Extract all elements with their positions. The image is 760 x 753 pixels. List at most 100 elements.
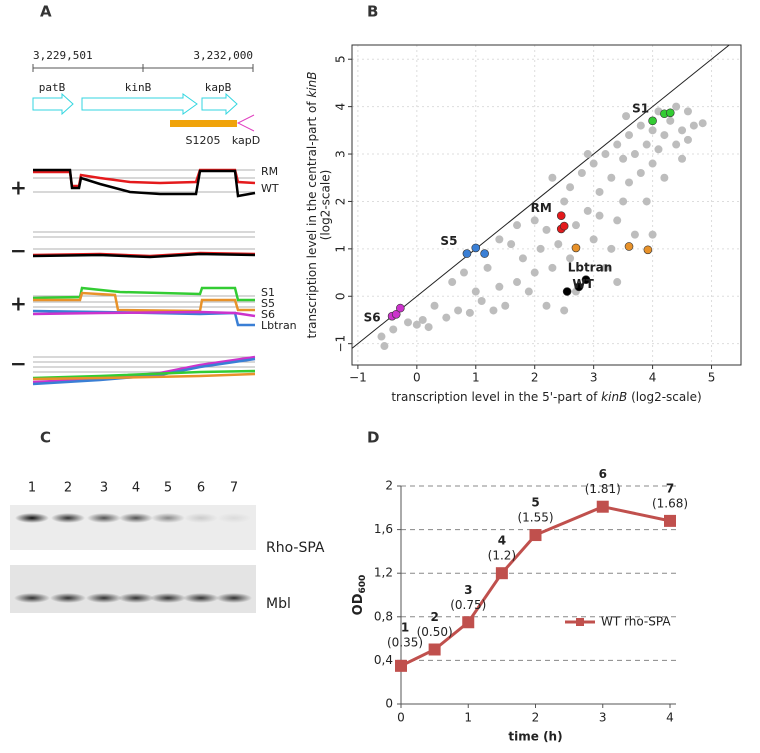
y-tick-label: 4 [334,103,348,111]
point [560,197,569,206]
value-label: (0.75) [450,598,486,612]
point [536,244,545,253]
point [642,140,651,149]
point [556,211,566,220]
gene-arrow [32,92,74,116]
point [465,308,474,317]
point-number: 6 [599,467,607,481]
point [448,278,457,287]
point [613,216,622,225]
point [571,243,581,253]
plot-frame [351,44,742,366]
y-tick-label: 3 [334,150,348,158]
y-tick-label: 2 [334,198,348,206]
point [622,112,631,121]
point [583,206,592,215]
lane-label: 1 [28,481,36,496]
point [678,154,687,163]
gene-arrow [81,93,198,115]
band [50,593,86,603]
point [566,254,575,263]
blot [10,565,256,613]
legend-label: WT rho-SPA [601,615,671,629]
series-label: RM [531,201,552,215]
y-tick-label: 5 [334,55,348,63]
band [217,513,251,523]
lane-label: 5 [164,481,172,496]
point [554,240,563,249]
point [471,287,480,296]
segment-bar [170,120,237,127]
point [560,306,569,315]
y-axis-title: OD600 [351,575,368,616]
point [513,278,522,287]
point [530,268,539,277]
point [507,240,516,249]
coverage-traces [32,168,256,386]
legend-label: Lbtran [261,319,297,332]
point [595,187,604,196]
x-tick-label: 2 [532,711,540,725]
point [542,225,551,234]
strand-label: − [10,352,27,376]
point [524,287,533,296]
band [15,513,49,523]
point [380,342,389,351]
value-label: (1.55) [517,511,553,525]
point [424,323,433,332]
coordinate-label: 3,232,000 [193,49,253,62]
label-part: (log2-scale) [627,390,701,404]
point [501,301,510,310]
point [542,301,551,310]
point [477,297,486,305]
series-label: S1 [632,101,649,115]
point [607,244,616,253]
gene-arrow [201,92,238,116]
point [601,263,610,272]
point [418,315,427,324]
series-label: Lbtran [568,260,613,274]
point [462,249,472,258]
panel-letter: B [367,3,378,21]
y-tick-label: 2 [385,479,393,493]
series-label: WT [572,277,594,291]
band [151,513,185,523]
point [548,173,557,182]
point [483,263,492,272]
point [613,140,622,149]
point [666,116,675,125]
legend-label: WT [261,182,279,195]
point [559,221,569,231]
blot-label: Rho-SPA [266,540,325,556]
point [571,221,580,230]
point [683,107,692,116]
blot [10,505,256,550]
identity-line [351,44,730,349]
marker [596,500,609,513]
lane-label: 4 [132,481,140,496]
marker [462,616,475,629]
x-tick-label: 0 [397,711,405,725]
y-tick-label: −1 [334,335,348,353]
point [412,320,421,329]
panel-letter: C [40,429,51,447]
point [689,121,698,130]
point [442,313,451,322]
label-part: transcription level in the 5'-part of [391,390,601,404]
gene-label: kapB [205,81,232,94]
point [601,150,610,159]
band [183,593,219,603]
reference-lines [33,169,255,373]
point [624,242,634,251]
gene-label: patB [39,81,66,94]
legend-label: S1 [261,286,275,299]
line-chart: D00,40,81,21,620 1 2 3 41(0.35)2(0.50)3(0.75… [351,429,689,744]
value-label: (1.81) [585,482,621,496]
label-part: 600 [358,575,368,594]
strand-label: − [10,239,27,263]
point [377,332,386,341]
point [648,116,657,126]
x-tick-label: 4 [649,371,657,385]
scatter-chart: B −1 0 1 2 3 4 5 −1 0 1 2 3 4 5 S1 RM S5 S6 WT Lbtran transcr… [305,3,742,404]
point [642,197,651,206]
